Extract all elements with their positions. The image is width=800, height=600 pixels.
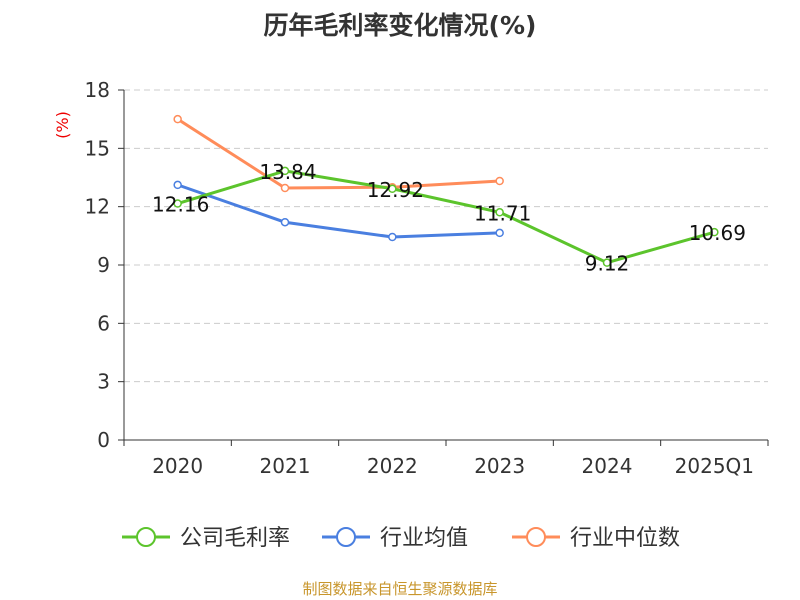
y-tick-label: 6 [97,311,110,335]
legend-marker [336,527,356,547]
data-label: 13.84 [259,160,316,184]
data-point [495,176,504,186]
data-point [388,184,397,194]
data-point [280,166,290,176]
x-tick-label: 2021 [260,454,311,478]
y-axis-label: (%) [53,111,72,139]
legend-label: 行业中位数 [570,526,680,551]
data-point [173,180,182,190]
x-tick-label: 2022 [367,454,418,478]
data-point [280,217,290,227]
legend-marker [136,527,156,547]
data-point [280,183,290,193]
data-point [710,227,719,237]
series-line [177,169,715,265]
series-line [176,117,500,190]
legend-label: 行业均值 [380,526,468,551]
data-label: 9.12 [585,252,630,276]
x-tick-label: 2020 [152,454,203,478]
y-tick-label: 0 [97,428,110,452]
x-tick-label: 2023 [474,454,525,478]
data-point [495,208,504,217]
y-tick-label: 15 [85,136,110,160]
x-tick-label: 2025Q1 [675,454,754,478]
y-tick-label: 12 [85,195,110,219]
legend-marker [526,527,546,547]
chart-title: 历年毛利率变化情况(%) [263,11,537,40]
data-label: 12.16 [152,193,209,217]
data-point [495,228,504,238]
x-tick-label: 2024 [582,454,633,478]
data-point [173,114,182,124]
data-label: 10.69 [689,221,746,245]
series-line [177,183,500,239]
source-footer: 制图数据来自恒生聚源数据库 [302,580,498,598]
data-point [602,258,612,267]
data-point [173,199,182,208]
legend-label: 公司毛利率 [180,526,290,551]
data-point [388,232,397,242]
data-label: 12.92 [367,178,424,202]
data-label: 11.71 [474,201,531,225]
y-tick-label: 9 [97,253,110,277]
y-tick-label: 3 [97,370,110,394]
y-tick-label: 18 [85,78,110,102]
